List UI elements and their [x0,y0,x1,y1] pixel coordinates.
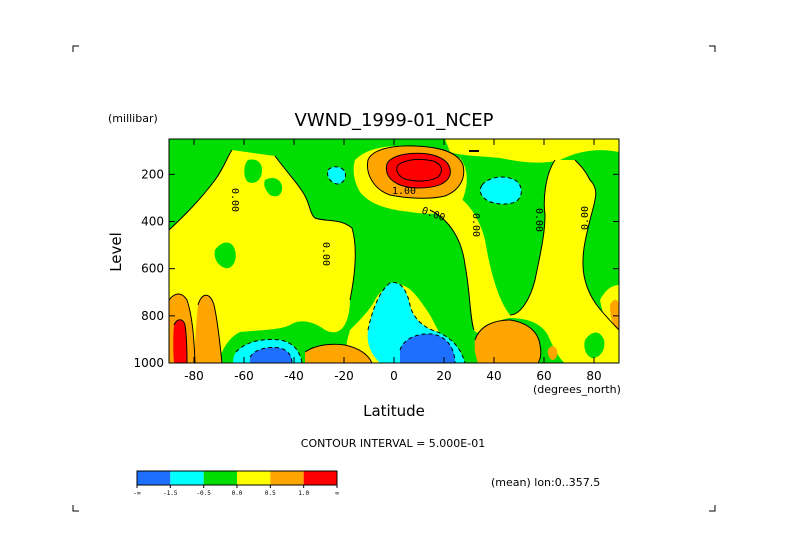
colorbar-swatch [303,471,337,485]
green-pocket-lower [584,332,605,358]
colorbar-label: -0.5 [196,490,211,497]
green-pocket-east [606,164,617,177]
x-tick-label: 20 [436,369,451,383]
crop-marks [72,45,716,512]
negative-contours [235,166,522,364]
orange-region-north-1 [474,320,541,363]
green-pocket-yellow-south [214,242,236,269]
blue-region-equator-low [400,333,455,363]
x-tick-label: 60 [536,369,551,383]
y-tick-label: 400 [141,215,164,229]
colorbar-swatch [237,471,271,485]
yellow-region-top [445,139,619,163]
x-axis-label: Latitude [363,402,425,420]
x-tick-label: 0 [390,369,398,383]
cyan-region-subtropics [480,177,522,205]
y-tick-label: 200 [141,167,164,181]
cyan-region-southern-upper [327,166,346,184]
colorbar-swatch [170,471,204,485]
colorbar-label: 0.5 [265,490,276,497]
contour-label: 0.00 [533,208,544,232]
y-axis: 200 400 600 800 1000 [133,167,619,370]
colorbar-label: -1.5 [163,490,178,497]
x-axis: -80 -60 -40 -20 0 20 40 60 80 [184,139,602,383]
contour-label: 0.00 [580,206,591,230]
blue-region-south-low [250,347,292,363]
yellow-region-north [430,160,619,363]
contour-label: 0.00 [470,213,481,237]
contour-label: 1.00 [392,186,416,197]
yellow-region-east-edge [600,285,619,340]
x-tick-label: 80 [586,369,601,383]
contour-lines [168,145,620,364]
colorbar: -∞ -1.5 -0.5 0.0 0.5 1.0 ∞ [133,470,339,497]
x-tick-label: -40 [284,369,304,383]
colorbar-swatch [270,471,304,485]
y-units-label: (millibar) [108,112,158,125]
green-pocket-west [244,159,262,183]
orange-region-north-3 [547,346,558,360]
averaging-text: (mean) lon:0..357.5 [491,476,600,489]
green-pocket-south [264,178,283,197]
y-tick-label: 600 [141,262,164,276]
orange-region-south-2 [305,344,372,363]
plot-area: 0.00 0.00 0.00 0.00 0.00 0.00 1.00 [168,138,620,364]
colorbar-swatch [203,471,237,485]
x-tick-label: -20 [334,369,354,383]
colorbar-label: ∞ [335,490,339,497]
contour-label: 0.00 [320,242,331,266]
x-tick-label: 40 [486,369,501,383]
red-region-antarctic [173,319,187,363]
y-tick-label: 800 [141,309,164,323]
x-tick-label: -80 [184,369,204,383]
colorbar-label: 1.0 [298,490,309,497]
x-units-label: (degrees_north) [533,383,621,396]
contour-label: 0.00 [229,188,240,212]
colorbar-swatch [137,471,171,485]
y-axis-label: Level [107,232,125,272]
y-tick-label: 1000 [133,356,164,370]
x-tick-label: -60 [234,369,254,383]
colorbar-label: 0.0 [232,490,243,497]
colorbar-label: -∞ [133,490,141,497]
chart-title: VWND_1999-01_NCEP [295,110,494,131]
orange-region-north-2 [610,299,619,330]
yellow-region-south [169,150,356,363]
contour-interval-text: CONTOUR INTERVAL = 5.000E-01 [301,437,485,450]
